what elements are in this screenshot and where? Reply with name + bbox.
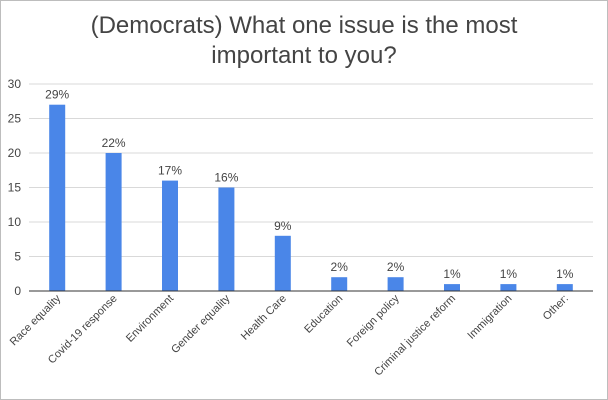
bar xyxy=(331,277,348,291)
data-label: 1% xyxy=(443,267,461,281)
x-tick-label: Gender equality xyxy=(169,292,233,356)
bar xyxy=(387,277,404,291)
y-tick-label: 10 xyxy=(8,215,22,229)
data-label: 29% xyxy=(45,88,69,102)
bar xyxy=(556,284,573,291)
data-label: 17% xyxy=(158,164,182,178)
data-label: 1% xyxy=(556,267,574,281)
bar xyxy=(444,284,460,291)
data-label: 1% xyxy=(500,267,518,281)
x-tick-label: Race equality xyxy=(8,292,64,348)
chart-title-line-1: (Democrats) What one issue is the most xyxy=(90,12,518,39)
y-tick-label: 0 xyxy=(14,284,21,298)
bar xyxy=(218,187,235,291)
y-tick-label: 20 xyxy=(8,146,22,160)
y-tick-label: 25 xyxy=(8,112,22,126)
y-tick-label: 15 xyxy=(8,181,22,195)
chart-title: (Democrats) What one issue is the most i… xyxy=(1,11,607,71)
bar xyxy=(500,284,517,291)
x-tick-label: Other: xyxy=(541,293,571,323)
x-tick-label: Immigration xyxy=(465,293,514,342)
bar xyxy=(162,180,178,291)
y-tick-label: 30 xyxy=(8,77,22,91)
bar xyxy=(274,235,291,291)
bar xyxy=(49,104,66,291)
x-tick-label: Health Care xyxy=(239,293,289,343)
x-tick-label: Environment xyxy=(124,293,176,345)
chart-title-line-2: important to you? xyxy=(211,42,397,69)
data-label: 2% xyxy=(387,260,405,274)
data-label: 2% xyxy=(331,260,349,274)
data-label: 16% xyxy=(214,171,238,185)
x-tick-label: Foreign policy xyxy=(345,292,402,349)
bar xyxy=(105,153,122,291)
data-label: 22% xyxy=(102,136,126,150)
x-tick-label: Education xyxy=(302,293,345,336)
data-label: 9% xyxy=(274,219,292,233)
y-tick-label: 5 xyxy=(14,250,21,264)
